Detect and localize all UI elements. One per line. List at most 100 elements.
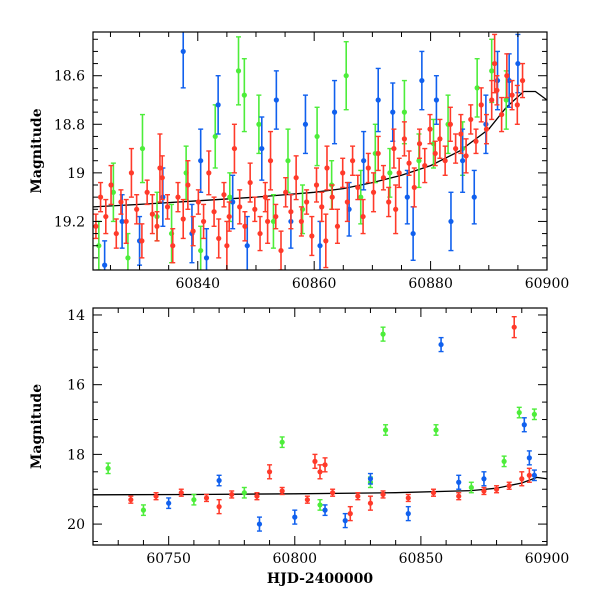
data-point-red	[386, 186, 392, 218]
data-point-blue	[471, 169, 477, 225]
data-point-green	[343, 41, 349, 111]
data-point-red	[489, 79, 495, 121]
data-point-green	[468, 481, 474, 494]
data-point-red	[231, 123, 238, 174]
data-point-red	[355, 174, 361, 201]
y-axis-label: Magnitude	[29, 384, 45, 469]
data-point-blue	[302, 94, 309, 155]
data-point-blue	[342, 512, 348, 529]
data-point-red	[463, 138, 469, 174]
data-point-blue	[292, 509, 298, 525]
data-point-red	[442, 145, 448, 176]
data-point-red	[340, 157, 346, 189]
data-point-red	[128, 495, 134, 504]
data-point-red	[118, 189, 124, 215]
data-point-red	[157, 133, 163, 203]
data-point-green	[235, 36, 242, 106]
data-point-red	[506, 481, 512, 490]
data-point-blue	[203, 228, 210, 270]
data-point-blue	[216, 474, 222, 487]
data-point-blue	[433, 75, 440, 125]
data-point-red	[262, 181, 268, 213]
data-point-red	[247, 162, 253, 203]
data-point-red	[278, 230, 284, 270]
data-point-blue	[456, 474, 462, 490]
data-point-red	[113, 218, 119, 249]
data-point-blue	[375, 67, 381, 133]
data-point-green	[110, 162, 116, 223]
data-point-blue	[438, 336, 444, 353]
data-point-red	[178, 488, 184, 497]
data-point-red	[511, 316, 517, 339]
data-point-blue	[180, 32, 186, 89]
data-point-blue	[526, 450, 532, 466]
data-point-red	[154, 211, 160, 242]
data-point-red	[380, 164, 387, 191]
data-point-green	[516, 406, 522, 419]
data-point-red	[347, 505, 353, 522]
data-point-red	[293, 155, 299, 201]
data-point-red	[481, 486, 487, 496]
data-point-blue	[404, 169, 410, 225]
data-point-red	[93, 213, 99, 240]
x-tick-label: 60850	[399, 551, 444, 567]
data-point-red	[509, 79, 515, 111]
data-point-green	[139, 113, 146, 184]
data-point-red	[526, 467, 532, 483]
data-point-blue	[419, 50, 425, 111]
plot-area	[93, 316, 547, 532]
data-point-blue	[166, 497, 172, 510]
data-point-red	[322, 457, 328, 473]
data-point-red	[416, 128, 423, 159]
data-point-red	[349, 145, 356, 176]
data-point-red	[406, 150, 412, 176]
data-point-red	[279, 486, 285, 496]
data-point-red	[237, 189, 243, 225]
data-point-red	[298, 206, 304, 237]
data-point-red	[456, 492, 462, 501]
data-point-red	[317, 464, 323, 480]
data-point-red	[108, 164, 114, 206]
data-point-red	[519, 471, 525, 487]
data-point-blue	[367, 472, 374, 485]
data-point-red	[355, 492, 361, 501]
data-point-green	[358, 169, 364, 225]
data-point-red	[288, 194, 294, 230]
data-point-red	[216, 218, 222, 259]
x-tick-label: 60750	[146, 551, 191, 567]
data-point-blue	[410, 206, 416, 261]
data-point-red	[499, 96, 505, 133]
data-point-blue	[405, 505, 411, 522]
data-point-green	[531, 408, 537, 421]
model-curve	[93, 90, 547, 208]
data-point-red	[139, 223, 145, 259]
plot-frame	[92, 31, 548, 271]
data-point-red	[254, 492, 260, 501]
data-point-blue	[506, 53, 512, 108]
y-tick-label: 16	[67, 378, 85, 394]
data-point-red	[273, 203, 279, 230]
bottom-panel: 60750 60800 60850 60900 14 16 18 20 Magnitude HJD…	[29, 307, 570, 587]
data-point-green	[140, 504, 147, 517]
data-point-red	[216, 498, 222, 515]
data-point-red	[257, 215, 263, 252]
data-point-blue	[481, 471, 487, 487]
data-point-red	[200, 203, 207, 240]
data-point-blue	[259, 116, 265, 181]
x-tick-label: 60900	[525, 551, 570, 567]
data-point-red	[312, 453, 318, 470]
data-point-red	[323, 213, 329, 269]
data-point-green	[241, 486, 247, 499]
data-point-red	[319, 191, 325, 223]
x-tick-label: 60880	[408, 276, 453, 292]
data-point-red	[159, 155, 165, 201]
data-point-green	[285, 128, 291, 193]
data-point-blue	[361, 130, 367, 191]
data-point-red	[266, 464, 273, 480]
data-point-blue	[102, 240, 108, 270]
data-point-red	[180, 198, 186, 240]
data-point-blue	[531, 469, 537, 482]
data-point-green	[105, 462, 111, 475]
data-point-red	[190, 215, 196, 247]
data-point-blue	[448, 191, 454, 252]
